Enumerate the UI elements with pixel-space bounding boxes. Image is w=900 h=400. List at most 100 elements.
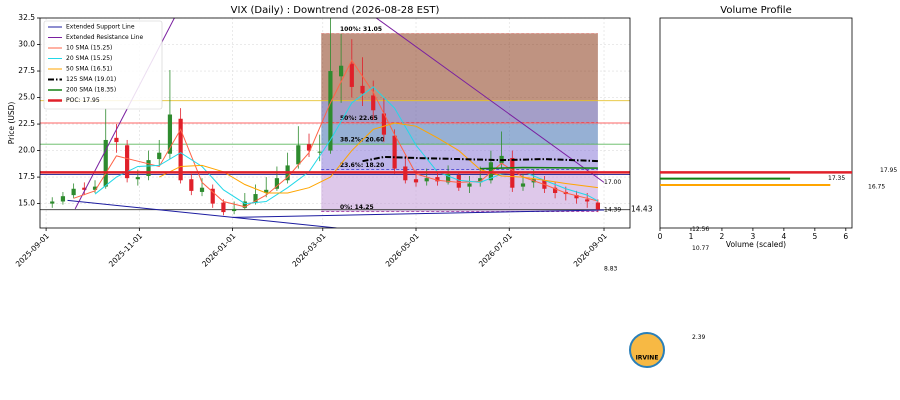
- candle-body: [595, 202, 601, 210]
- fib-band: [321, 33, 598, 101]
- candle-body: [178, 118, 183, 181]
- profile-label: 17.35: [828, 175, 845, 182]
- y-tick-label: 22.5: [18, 119, 35, 128]
- candle-body: [210, 188, 215, 204]
- profile-label: 17.95: [880, 167, 897, 174]
- legend-label: Extended Support Line: [66, 24, 135, 31]
- candle-body: [585, 199, 590, 202]
- candle-body: [82, 187, 87, 190]
- legend-label: 200 SMA (18.35): [66, 87, 116, 94]
- candle-body: [274, 178, 280, 189]
- logo-text: IRVINE: [636, 355, 659, 362]
- x-tick-label: 6: [843, 232, 848, 241]
- y-tick-label: 20.0: [18, 146, 35, 155]
- candle-body: [167, 114, 173, 154]
- candle-body: [232, 208, 237, 212]
- candle-body: [242, 201, 247, 208]
- candle-body: [60, 196, 66, 202]
- candle-body: [328, 71, 333, 151]
- candle-body: [456, 174, 461, 188]
- x-tick-label: 0: [658, 232, 663, 241]
- candle-body: [317, 151, 322, 153]
- legend-box: [43, 20, 163, 110]
- y-tick-label: 27.5: [18, 66, 35, 75]
- profile-label: 16.75: [868, 184, 885, 191]
- y-tick-label: 25.0: [18, 93, 35, 102]
- series-line: [232, 209, 605, 218]
- y-tick-label: 15.0: [18, 199, 35, 208]
- x-tick-label: 2: [720, 232, 725, 241]
- candle-body: [50, 201, 55, 204]
- legend-label: Extended Resistance Line: [66, 34, 143, 41]
- end-label: 17.00: [604, 179, 621, 186]
- fib-label: 0%: 14.25: [340, 204, 374, 211]
- outer-label: 12.56: [692, 226, 709, 233]
- fib-label: 50%: 22.65: [340, 115, 378, 122]
- candle-body: [467, 183, 472, 187]
- y-tick-label: 17.5: [18, 172, 35, 181]
- y-axis-label: Price (USD): [7, 102, 16, 145]
- candle-body: [371, 95, 376, 111]
- legend-label: 20 SMA (15.25): [66, 55, 112, 62]
- legend-label: 125 SMA (19.01): [66, 76, 116, 83]
- x-tick-label: 1: [689, 232, 694, 241]
- x-tick-label: 3: [751, 232, 756, 241]
- candle-body: [306, 144, 312, 151]
- legend-label: 10 SMA (15.25): [66, 45, 112, 52]
- candle-body: [520, 183, 526, 187]
- chart-title: Volume Profile: [720, 5, 791, 16]
- candle-body: [424, 178, 429, 182]
- fib-label: 23.6%: 18.20: [340, 162, 384, 169]
- candle-body: [478, 178, 483, 183]
- x-tick-label: 5: [812, 232, 817, 241]
- outer-label: 2.39: [692, 334, 706, 341]
- fib-band: [321, 144, 598, 170]
- series-line: [362, 155, 598, 163]
- fib-band: [321, 100, 598, 123]
- candle-body: [146, 160, 151, 177]
- end-label: 8.83: [604, 266, 618, 273]
- plot-frame: [39, 17, 631, 229]
- candle-body: [221, 202, 226, 213]
- logo-badge: [629, 332, 665, 368]
- series-line: [73, 59, 599, 208]
- candle-body: [189, 179, 194, 191]
- candle-body: [446, 173, 451, 183]
- candle-body: [199, 187, 205, 192]
- candle-body: [103, 139, 108, 187]
- candle-body: [553, 187, 558, 193]
- candle-body: [339, 65, 344, 77]
- series-line: [375, 18, 605, 183]
- reference-label: 14.43: [631, 205, 653, 214]
- legend-label: 50 SMA (16.51): [66, 66, 112, 73]
- candle-body: [413, 179, 419, 183]
- candle-body: [135, 177, 140, 180]
- plot-frame: [659, 17, 853, 229]
- chart-title: VIX (Daily) : Downtrend (2026-08-28 EST): [231, 5, 440, 16]
- x-tick-label: 4: [781, 232, 786, 241]
- outer-label: 10.77: [692, 245, 709, 252]
- series-line: [480, 166, 598, 170]
- candle-body: [125, 145, 130, 179]
- candle-body: [114, 137, 119, 143]
- candle-body: [360, 85, 365, 94]
- candle-body: [381, 113, 387, 135]
- candle-body: [435, 177, 440, 182]
- x-axis-label: Volume (scaled): [726, 240, 786, 249]
- candle-body: [71, 188, 76, 196]
- candle-body: [296, 145, 301, 165]
- candle-body: [392, 135, 397, 169]
- y-tick-label: 32.5: [18, 13, 35, 22]
- series-line: [67, 199, 337, 228]
- candle-body: [157, 152, 162, 160]
- candle-body: [574, 195, 579, 199]
- candle-body: [349, 63, 354, 87]
- end-label: 14.39: [604, 207, 621, 214]
- fib-label: 100%: 31.05: [340, 26, 382, 33]
- legend-label: POC: 17.95: [66, 97, 100, 104]
- series-line: [159, 122, 598, 194]
- candle-body: [253, 194, 258, 203]
- y-tick-label: 30.0: [18, 40, 35, 49]
